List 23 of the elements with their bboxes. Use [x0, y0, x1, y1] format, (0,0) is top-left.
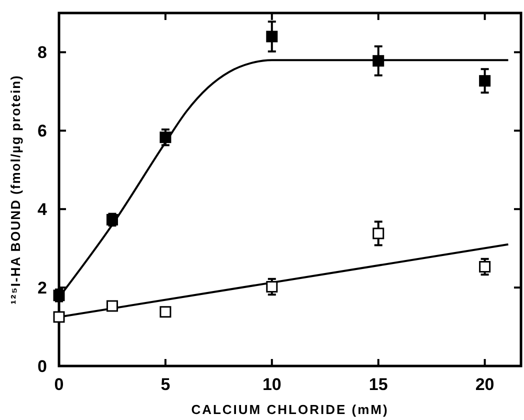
- y-tick-label: 6: [38, 122, 47, 141]
- x-tick-label: 20: [475, 375, 494, 394]
- point: [53, 311, 65, 323]
- y-tick-label: 4: [38, 200, 48, 220]
- point: [266, 30, 278, 42]
- point: [160, 306, 172, 318]
- point: [479, 75, 491, 87]
- y-tick-label: 0: [38, 357, 47, 376]
- point: [372, 228, 384, 240]
- y-tick-label: 2: [38, 278, 47, 298]
- x-tick-label: 15: [368, 375, 388, 394]
- x-tick-label: 5: [160, 375, 170, 394]
- x-tick-label: 0: [54, 375, 64, 394]
- y-tick-label: 8: [38, 43, 47, 62]
- point: [479, 261, 491, 273]
- point: [160, 132, 172, 144]
- point: [372, 55, 384, 67]
- point: [266, 281, 278, 293]
- point: [106, 300, 118, 312]
- point: [53, 290, 65, 302]
- y-axis-title: ¹²⁵I-HA BOUND (fmol/µg protein): [8, 74, 23, 304]
- x-tick-label: 10: [262, 375, 282, 394]
- x-axis-title: CALCIUM CHLORIDE (mM): [191, 402, 389, 417]
